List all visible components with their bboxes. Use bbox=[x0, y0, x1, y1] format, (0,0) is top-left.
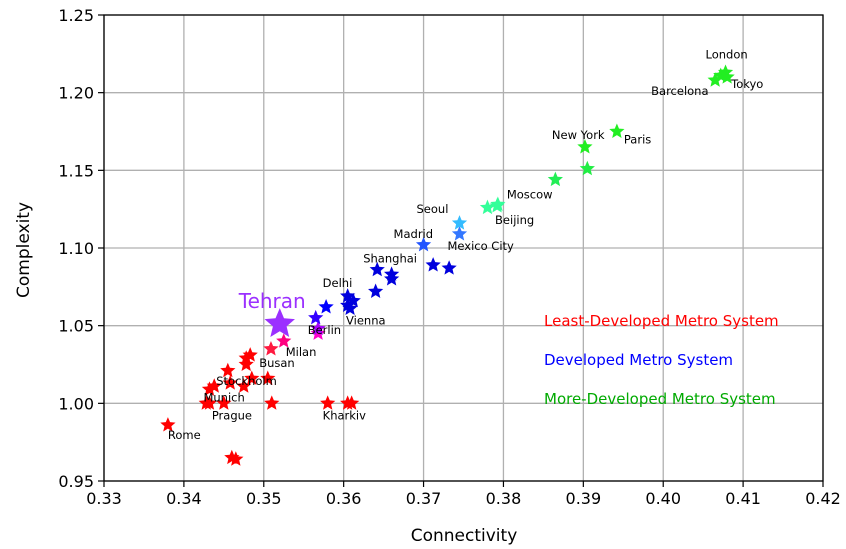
point-label: Seoul bbox=[417, 202, 449, 216]
highlight-label: Tehran bbox=[238, 289, 306, 313]
star-point bbox=[342, 300, 358, 316]
star-point bbox=[368, 283, 384, 298]
point-label: Beijing bbox=[495, 213, 534, 227]
x-axis-label: Connectivity bbox=[411, 526, 518, 546]
y-axis-ticks: 0.95 1.00 1.05 1.10 1.15 1.20 1.25 bbox=[58, 6, 104, 491]
star-point bbox=[318, 299, 334, 314]
star-point bbox=[244, 370, 260, 385]
x-tick-label: 0.37 bbox=[406, 489, 442, 508]
star-point bbox=[415, 236, 432, 252]
star-point bbox=[451, 226, 468, 241]
point-label: New York bbox=[552, 128, 605, 142]
star-point bbox=[383, 266, 400, 281]
x-tick-label: 0.38 bbox=[486, 489, 522, 508]
point-label: Berlin bbox=[308, 323, 341, 337]
y-tick-label: 1.00 bbox=[58, 394, 94, 413]
x-tick-label: 0.34 bbox=[166, 489, 202, 508]
y-tick-label: 1.25 bbox=[58, 6, 94, 25]
star-point bbox=[310, 325, 326, 340]
point-label: Milan bbox=[286, 345, 317, 359]
point-label: Tokyo bbox=[730, 77, 763, 91]
star-point bbox=[425, 257, 441, 272]
point-label: Barcelona bbox=[651, 84, 708, 98]
star-point bbox=[441, 260, 457, 275]
star-point bbox=[216, 395, 232, 410]
star-point bbox=[345, 292, 361, 308]
star-point bbox=[451, 215, 468, 230]
star-point bbox=[242, 347, 258, 362]
point-label: Paris bbox=[624, 133, 651, 147]
star-point bbox=[238, 350, 254, 365]
star-point bbox=[264, 395, 280, 410]
star-point bbox=[320, 395, 336, 410]
legend-entry: Developed Metro System bbox=[544, 351, 733, 369]
star-point bbox=[383, 271, 400, 286]
x-tick-label: 0.39 bbox=[566, 489, 602, 508]
star-point bbox=[260, 370, 276, 385]
x-tick-label: 0.40 bbox=[645, 489, 681, 508]
x-tick-label: 0.36 bbox=[326, 489, 362, 508]
star-point bbox=[369, 261, 385, 277]
highlight-star bbox=[264, 308, 295, 338]
star-point bbox=[577, 139, 593, 154]
star-point bbox=[236, 378, 252, 393]
x-tick-label: 0.42 bbox=[805, 489, 841, 508]
point-label: Stockholm bbox=[216, 374, 277, 388]
y-tick-label: 1.20 bbox=[58, 84, 94, 103]
star-point bbox=[308, 309, 324, 325]
star-point bbox=[609, 123, 625, 138]
star-point bbox=[220, 362, 236, 378]
point-label: Vienna bbox=[346, 314, 386, 328]
star-point bbox=[310, 320, 326, 336]
point-label: Delhi bbox=[323, 276, 353, 290]
star-point bbox=[707, 72, 723, 87]
star-point bbox=[201, 381, 218, 396]
y-tick-label: 0.95 bbox=[58, 472, 94, 491]
star-point bbox=[344, 395, 360, 410]
y-tick-label: 1.15 bbox=[58, 161, 94, 180]
y-axis-label: Complexity bbox=[14, 202, 34, 298]
point-label: Shanghai bbox=[363, 252, 417, 266]
y-tick-label: 1.10 bbox=[58, 239, 94, 258]
legend: Least-Developed Metro System Developed Me… bbox=[544, 312, 779, 408]
x-axis-ticks: 0.33 0.34 0.35 0.36 0.37 0.38 0.39 0.40 0.41 0.42 bbox=[86, 481, 841, 508]
point-label: Busan bbox=[259, 356, 295, 370]
star-point bbox=[719, 69, 735, 84]
star-point bbox=[479, 199, 496, 215]
y-tick-label: 1.05 bbox=[58, 317, 94, 336]
point-label: Moscow bbox=[507, 188, 553, 202]
star-point bbox=[490, 196, 506, 211]
point-label: Madrid bbox=[394, 227, 434, 241]
point-label: Rome bbox=[168, 428, 201, 442]
point-label: Mexico City bbox=[448, 239, 515, 253]
star-point bbox=[222, 375, 238, 390]
data-points bbox=[160, 64, 735, 466]
point-label: London bbox=[706, 47, 748, 61]
highlight-group: Tehran bbox=[238, 289, 306, 338]
star-point bbox=[238, 356, 254, 371]
star-point bbox=[201, 395, 218, 410]
star-point bbox=[228, 451, 244, 466]
star-point bbox=[206, 378, 222, 393]
star-point bbox=[547, 171, 563, 187]
star-point bbox=[263, 340, 279, 356]
point-label: Kharkiv bbox=[323, 408, 366, 422]
star-point bbox=[579, 160, 595, 176]
x-tick-label: 0.33 bbox=[86, 489, 122, 508]
point-label: Munich bbox=[203, 390, 244, 404]
legend-entry: More-Developed Metro System bbox=[544, 390, 776, 408]
legend-entry: Least-Developed Metro System bbox=[544, 312, 779, 330]
star-point bbox=[276, 333, 292, 348]
x-tick-label: 0.35 bbox=[246, 489, 282, 508]
point-label: Prague bbox=[212, 408, 252, 422]
star-point bbox=[160, 417, 176, 432]
x-tick-label: 0.41 bbox=[725, 489, 761, 508]
